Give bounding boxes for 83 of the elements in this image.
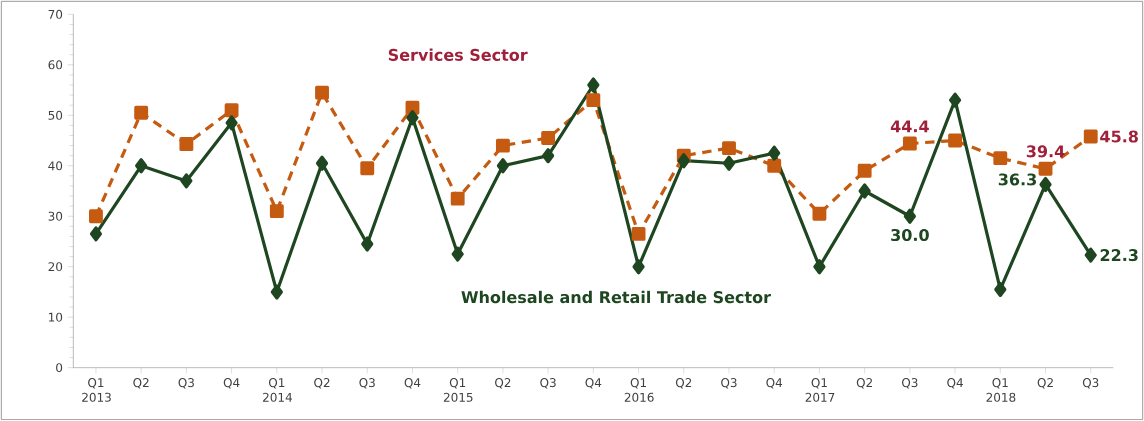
x-tick-label: Q1 2016 [624, 378, 654, 402]
point [903, 208, 916, 224]
x-tick-label: Q1 2013 [82, 378, 111, 402]
point [677, 153, 690, 169]
x-tick-label: Q3 [1082, 378, 1099, 389]
point [315, 85, 329, 100]
data-label: 44.4 [890, 120, 929, 133]
y-tick-label: 40 [48, 161, 63, 171]
point [587, 77, 600, 93]
point [270, 284, 283, 300]
data-label: 39.4 [1026, 145, 1065, 158]
point [496, 158, 510, 174]
point [857, 163, 872, 178]
x-tick-label: Q2 [133, 378, 149, 389]
y-tick-label: 60 [48, 60, 63, 70]
x-tick-label: Q3 [359, 378, 375, 389]
point [89, 226, 103, 242]
x-tick-label: Q3 [721, 378, 737, 389]
point [586, 93, 601, 108]
y-tick-label: 30 [48, 211, 63, 221]
x-tick-label: Q4 [947, 378, 963, 389]
y-tick-label: 10 [48, 312, 63, 322]
x-tick-label: Q2 [675, 378, 692, 389]
point [768, 145, 781, 161]
point [632, 259, 645, 275]
data-label: 30.0 [891, 228, 929, 242]
point [135, 158, 148, 174]
y-tick-label: 70 [48, 9, 63, 19]
x-tick-label: Q4 [223, 378, 240, 389]
point [767, 158, 782, 173]
point [1084, 247, 1097, 263]
point [948, 92, 962, 108]
x-tick-label: Q2 [314, 378, 330, 389]
point [813, 259, 826, 275]
point [858, 183, 871, 199]
point [315, 155, 329, 171]
point [450, 191, 465, 206]
point [495, 138, 510, 153]
y-tick-label: 0 [56, 363, 63, 373]
data-label: 36.3 [998, 173, 1036, 186]
point [994, 281, 1007, 298]
x-tick-label: Q2 [856, 378, 872, 389]
point [722, 141, 736, 156]
point [902, 136, 917, 151]
point [451, 246, 464, 262]
x-tick-label: Q1 2018 [986, 378, 1016, 402]
point [993, 151, 1008, 166]
text: Services Sector [388, 48, 528, 61]
x-tick-label: Q3 [540, 378, 556, 389]
x-tick-label: Q4 [766, 378, 783, 389]
point [541, 131, 556, 145]
x-tick-label: Q3 [902, 378, 918, 389]
point [269, 204, 284, 219]
y-tick-label: 20 [48, 262, 63, 272]
point [631, 226, 646, 241]
point [542, 148, 555, 164]
data-label: 22.3 [1100, 249, 1138, 262]
point [948, 133, 963, 148]
point [1038, 161, 1053, 176]
point [722, 155, 736, 171]
point [1039, 176, 1052, 193]
point [361, 236, 374, 252]
x-tick-label: Q2 [1037, 378, 1053, 389]
point [406, 110, 419, 126]
x-tick-label: Q4 [404, 378, 421, 389]
point [89, 209, 103, 224]
point [1083, 129, 1098, 144]
point [179, 137, 194, 151]
x-tick-label: Q1 2015 [443, 378, 473, 402]
point [812, 206, 827, 221]
point [225, 115, 238, 131]
x-tick-label: Q1 2017 [805, 378, 835, 402]
x-tick-label: Q2 [495, 378, 511, 389]
x-tick-label: Q3 [178, 378, 194, 389]
x-tick-label: Q1 2014 [263, 378, 293, 402]
point [360, 161, 375, 176]
data-label: 45.8 [1100, 130, 1138, 143]
series-label: Wholesale and Retail Trade Sector [461, 290, 771, 304]
y-tick-label: 50 [48, 110, 63, 120]
point [134, 105, 149, 120]
point [224, 103, 239, 118]
point [180, 173, 193, 189]
x-tick-label: Q4 [585, 378, 602, 389]
